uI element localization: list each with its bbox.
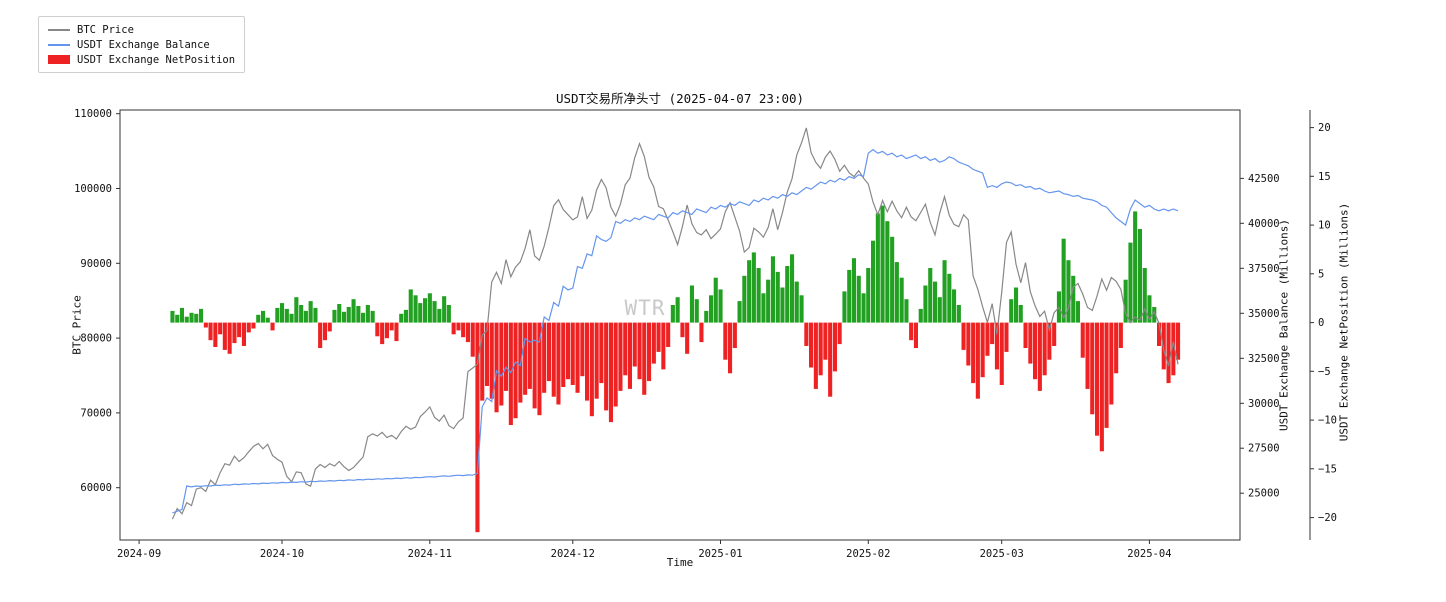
- svg-text:42500: 42500: [1248, 173, 1280, 185]
- legend-label: USDT Exchange Balance: [77, 38, 210, 51]
- svg-text:2025-04: 2025-04: [1127, 548, 1171, 560]
- left-axis-label: BTC Price: [70, 295, 84, 355]
- svg-text:2025-01: 2025-01: [698, 548, 742, 560]
- svg-text:27500: 27500: [1248, 443, 1280, 455]
- svg-text:2024-09: 2024-09: [117, 548, 161, 560]
- svg-text:32500: 32500: [1248, 353, 1280, 365]
- svg-text:15: 15: [1318, 171, 1331, 183]
- svg-text:70000: 70000: [80, 407, 112, 419]
- svg-text:2025-03: 2025-03: [980, 548, 1024, 560]
- svg-text:100000: 100000: [74, 183, 112, 195]
- legend-line-swatch-icon: [48, 28, 70, 31]
- legend-label: USDT Exchange NetPosition: [77, 53, 236, 66]
- legend-line-swatch-icon: [48, 43, 70, 46]
- axes-frame: 2024-09 2024-10 2024-11 2024-12 2025-01 2025-…: [74, 108, 1337, 560]
- svg-text:2024-10: 2024-10: [260, 548, 304, 560]
- svg-text:25000: 25000: [1248, 488, 1280, 500]
- legend-item: USDT Exchange Balance: [48, 37, 235, 52]
- svg-text:40000: 40000: [1248, 218, 1280, 230]
- svg-text:35000: 35000: [1248, 308, 1280, 320]
- svg-text:2025-02: 2025-02: [846, 548, 890, 560]
- x-axis-label: Time: [666, 556, 694, 569]
- right-netposition-axis-label: USDT Exchange NetPosition (Millions): [1337, 202, 1351, 442]
- svg-text:−5: −5: [1318, 366, 1331, 378]
- svg-text:10: 10: [1318, 220, 1331, 232]
- svg-text:2024-12: 2024-12: [551, 548, 595, 560]
- legend-item: USDT Exchange NetPosition: [48, 52, 235, 67]
- svg-text:37500: 37500: [1248, 263, 1280, 275]
- svg-text:110000: 110000: [74, 108, 112, 120]
- legend: BTC Price USDT Exchange Balance USDT Excha…: [38, 16, 246, 73]
- svg-text:20: 20: [1318, 122, 1331, 134]
- svg-text:60000: 60000: [80, 482, 112, 494]
- netposition-bars: [170, 205, 1181, 533]
- svg-text:80000: 80000: [80, 333, 112, 345]
- svg-text:−15: −15: [1318, 463, 1337, 475]
- legend-label: BTC Price: [77, 23, 134, 36]
- legend-item: BTC Price: [48, 22, 235, 37]
- chart-title: USDT交易所净头寸 (2025-04-07 23:00): [555, 91, 805, 106]
- svg-text:30000: 30000: [1248, 398, 1280, 410]
- svg-text:5: 5: [1318, 268, 1324, 280]
- btc-price-line: [171, 127, 1179, 520]
- svg-text:−20: −20: [1318, 512, 1337, 524]
- usdt-balance-line: [172, 148, 1179, 514]
- right-balance-axis-label: USDT Exchange Balance (Millions): [1277, 219, 1291, 431]
- svg-text:2024-11: 2024-11: [408, 548, 452, 560]
- legend-bar-swatch-icon: [48, 55, 70, 64]
- svg-text:0: 0: [1318, 317, 1324, 329]
- svg-text:−10: −10: [1318, 415, 1337, 427]
- svg-text:90000: 90000: [80, 258, 112, 270]
- watermark: WTR: [624, 296, 666, 320]
